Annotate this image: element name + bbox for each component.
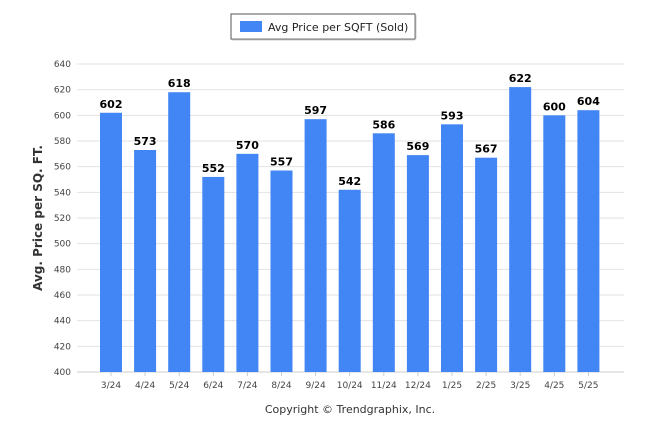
data-label: 567: [475, 143, 498, 156]
y-tick-label: 440: [54, 317, 71, 327]
x-tick-label: 5/24: [169, 381, 189, 391]
bar: [406, 155, 429, 372]
x-tick-label: 3/24: [101, 381, 121, 391]
x-tick-label: 3/25: [510, 381, 530, 391]
x-tick-label: 7/24: [237, 381, 257, 391]
copyright-footer: Copyright © Trendgraphix, Inc.: [265, 403, 435, 416]
x-tick-label: 9/24: [305, 381, 325, 391]
x-tick-label: 5/25: [578, 381, 598, 391]
bars: 602 573 618 552 570 557 597 542 586 569 593 567 622 6…: [100, 72, 600, 373]
y-tick-label: 540: [54, 188, 71, 198]
x-tick-label: 1/25: [442, 381, 462, 391]
y-tick-label: 520: [54, 214, 71, 224]
data-label: 618: [168, 77, 191, 90]
y-tick-label: 480: [54, 265, 71, 275]
bar: [338, 189, 361, 372]
x-tick-label: 8/24: [271, 381, 291, 391]
y-tick-label: 600: [54, 111, 71, 121]
data-label: 570: [236, 139, 259, 152]
y-axis-label: Avg. Price per SQ. FT.: [31, 145, 45, 291]
data-label: 597: [304, 104, 327, 117]
data-label: 573: [134, 135, 157, 148]
bar: [475, 157, 498, 372]
data-label: 604: [577, 95, 600, 108]
x-tick-label: 12/24: [405, 381, 431, 391]
y-axis-ticks: 400 420 440 460 480 500 520 540 560 580 600 620 640: [54, 60, 71, 378]
y-tick-label: 580: [54, 137, 71, 147]
bar: [509, 87, 532, 372]
data-label: 600: [543, 100, 566, 113]
data-label: 557: [270, 156, 293, 169]
data-label: 569: [406, 140, 429, 153]
y-tick-label: 640: [54, 60, 71, 70]
y-tick-label: 620: [54, 86, 71, 96]
bar: [441, 124, 463, 372]
data-label: 602: [100, 98, 123, 111]
data-label: 586: [372, 118, 395, 131]
y-tick-label: 460: [54, 291, 71, 301]
x-tick-label: 4/25: [544, 381, 564, 391]
x-tick-label: 6/24: [203, 381, 223, 391]
legend-swatch: [240, 21, 262, 32]
x-tick-label: 11/24: [371, 381, 397, 391]
x-tick-label: 4/24: [135, 381, 155, 391]
bar: [304, 119, 327, 372]
bar: [543, 115, 566, 372]
legend-label: Avg Price per SQFT (Sold): [268, 21, 408, 34]
y-tick-label: 560: [54, 163, 71, 173]
data-label: 622: [509, 72, 532, 85]
x-tick-label: 10/24: [337, 381, 363, 391]
bar: [100, 112, 122, 373]
data-label: 552: [202, 162, 225, 175]
bar: [168, 92, 191, 372]
x-axis-ticks: 3/24 4/24 5/24 6/24 7/24 8/24 9/24 10/24 11/24 12…: [101, 372, 599, 391]
x-tick-label: 2/25: [476, 381, 496, 391]
y-tick-label: 420: [54, 342, 71, 352]
bar: [202, 176, 225, 372]
legend: Avg Price per SQFT (Sold): [230, 13, 417, 41]
data-label: 542: [338, 175, 361, 188]
bar: [134, 149, 157, 372]
bar: [372, 133, 395, 372]
bar: [270, 170, 293, 372]
y-tick-label: 500: [54, 240, 71, 250]
bar: [577, 110, 600, 372]
y-tick-label: 400: [54, 368, 71, 378]
data-label: 593: [441, 109, 464, 122]
bar: [236, 153, 259, 372]
